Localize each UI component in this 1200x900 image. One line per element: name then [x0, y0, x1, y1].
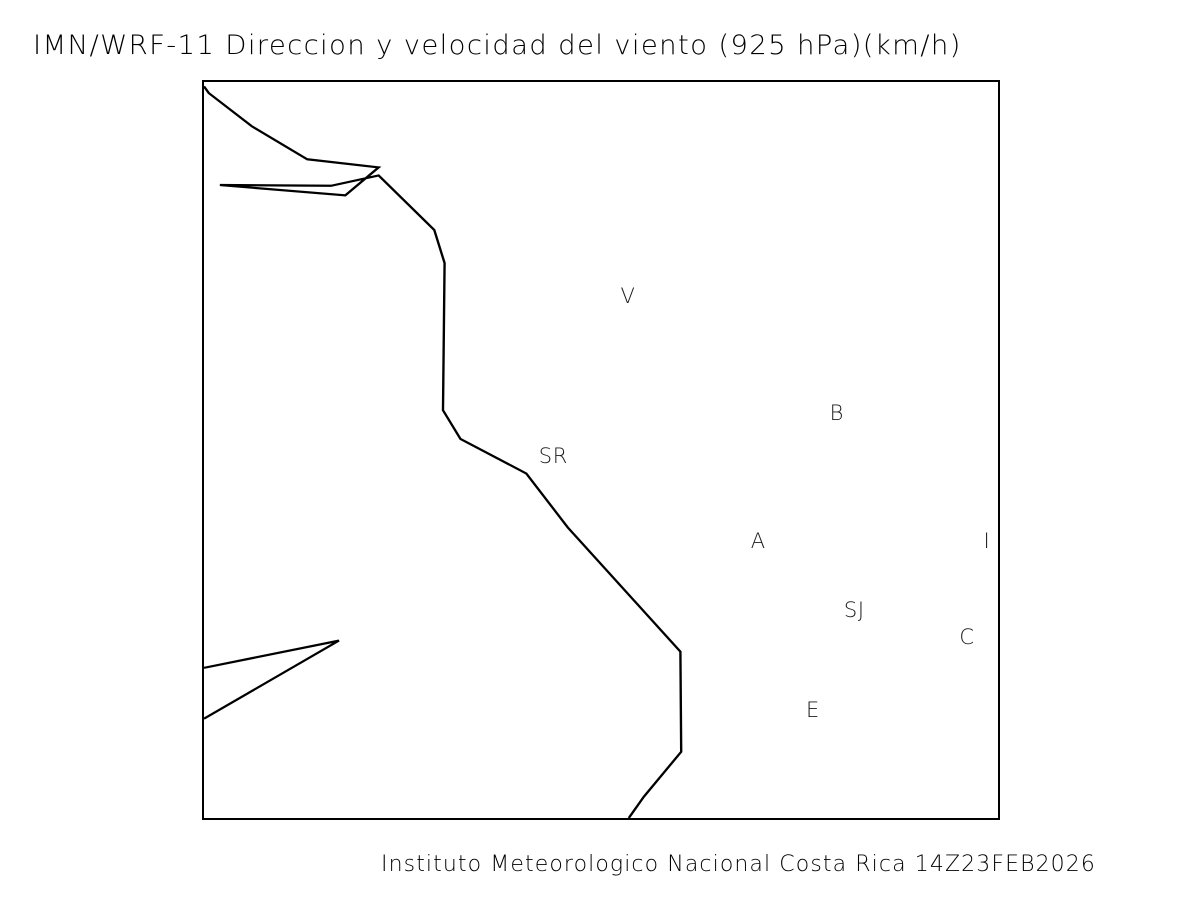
coastline-small-inlet-wedge	[204, 639, 340, 720]
station-label-e: E	[806, 697, 820, 722]
coastline-layer	[204, 85, 683, 818]
page-title: IMN/WRF-11 Direccion y velocidad del vie…	[33, 30, 962, 61]
station-label-i: I	[983, 528, 991, 553]
station-label-sj: SJ	[843, 598, 865, 623]
map-plot-frame: V B SR A I SJ C E	[202, 80, 1000, 820]
station-label-a: A	[750, 528, 766, 553]
footer-credit: Instituto Meteorologico Nacional Costa R…	[381, 852, 1096, 877]
station-label-b: B	[829, 401, 844, 426]
station-label-v: V	[620, 284, 636, 309]
station-label-c: C	[959, 624, 975, 649]
coastline-pacific-coast-nicoya	[204, 85, 683, 818]
station-label-sr: SR	[538, 443, 568, 468]
